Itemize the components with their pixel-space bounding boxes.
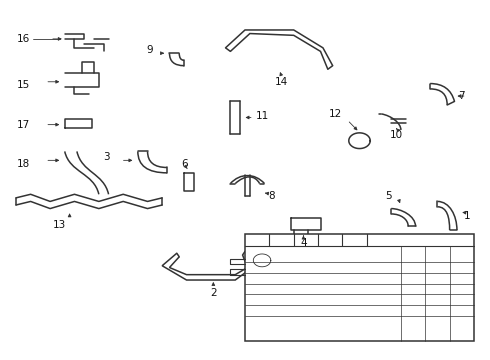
- Text: 2: 2: [210, 288, 217, 297]
- Text: 16: 16: [17, 34, 30, 44]
- Text: 17: 17: [17, 120, 30, 130]
- Text: 9: 9: [147, 45, 153, 55]
- Text: 14: 14: [275, 77, 288, 87]
- Text: 15: 15: [17, 80, 30, 90]
- Text: 1: 1: [464, 211, 470, 221]
- Text: 18: 18: [17, 159, 30, 169]
- Text: 10: 10: [390, 130, 403, 140]
- Text: 11: 11: [255, 111, 269, 121]
- Text: 13: 13: [53, 220, 67, 230]
- FancyBboxPatch shape: [245, 234, 474, 341]
- Text: 3: 3: [103, 152, 109, 162]
- Text: 5: 5: [386, 191, 392, 201]
- Text: 8: 8: [269, 191, 275, 201]
- Text: 6: 6: [181, 159, 187, 169]
- Text: 4: 4: [300, 238, 307, 248]
- Text: 7: 7: [459, 91, 465, 101]
- Text: 12: 12: [328, 109, 342, 119]
